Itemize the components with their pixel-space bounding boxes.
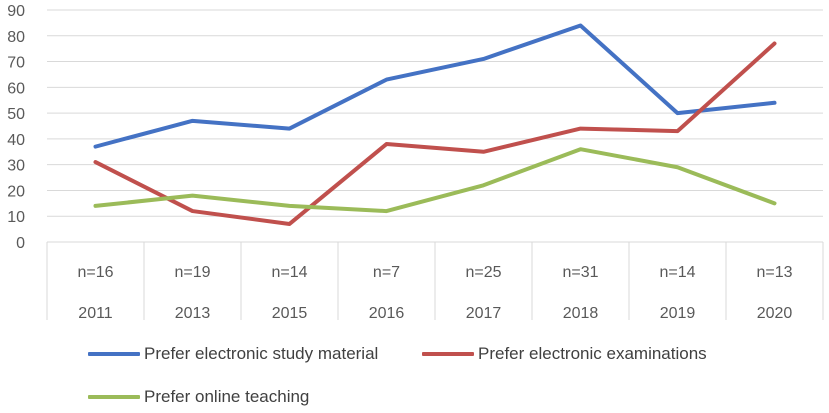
series-line-electronic-examinations xyxy=(93,41,777,226)
category-year-label: 2020 xyxy=(757,305,793,322)
y-tick-label: 30 xyxy=(7,158,25,175)
gridlines xyxy=(47,9,823,243)
y-tick-label: 90 xyxy=(7,3,25,20)
y-tick-label: 40 xyxy=(7,132,25,149)
category-year-label: 2017 xyxy=(466,305,502,322)
category-n-label: n=19 xyxy=(174,264,210,281)
category-n-label: n=31 xyxy=(562,264,598,281)
y-tick-label: 10 xyxy=(7,209,25,226)
category-year-label: 2016 xyxy=(369,305,405,322)
y-tick-label: 50 xyxy=(7,106,25,123)
category-n-label: n=13 xyxy=(756,264,792,281)
y-tick-label: 70 xyxy=(7,55,25,72)
category-year-label: 2015 xyxy=(272,305,308,322)
y-tick-label: 60 xyxy=(7,80,25,97)
y-axis-tick-labels: 0 10 20 30 40 50 60 70 80 90 xyxy=(7,3,25,252)
category-n-label: n=7 xyxy=(373,264,400,281)
category-year-label: 2019 xyxy=(660,305,696,322)
series-line-online-teaching xyxy=(93,147,777,214)
category-axis-table: n=16 2011 n=19 2013 n=14 2015 n=7 2016 n=25 2017 n… xyxy=(46,241,824,322)
series-lines xyxy=(93,23,777,226)
y-tick-label: 20 xyxy=(7,183,25,200)
y-tick-label: 0 xyxy=(16,235,25,252)
category-year-label: 2011 xyxy=(78,305,113,322)
category-year-label: 2018 xyxy=(563,305,599,322)
category-year-label: 2013 xyxy=(175,305,211,322)
category-n-label: n=14 xyxy=(659,264,695,281)
category-n-label: n=16 xyxy=(77,264,113,281)
series-line-electronic-study-material xyxy=(93,23,777,149)
y-tick-label: 80 xyxy=(7,29,25,46)
category-n-label: n=25 xyxy=(465,264,501,281)
category-n-label: n=14 xyxy=(271,264,307,281)
